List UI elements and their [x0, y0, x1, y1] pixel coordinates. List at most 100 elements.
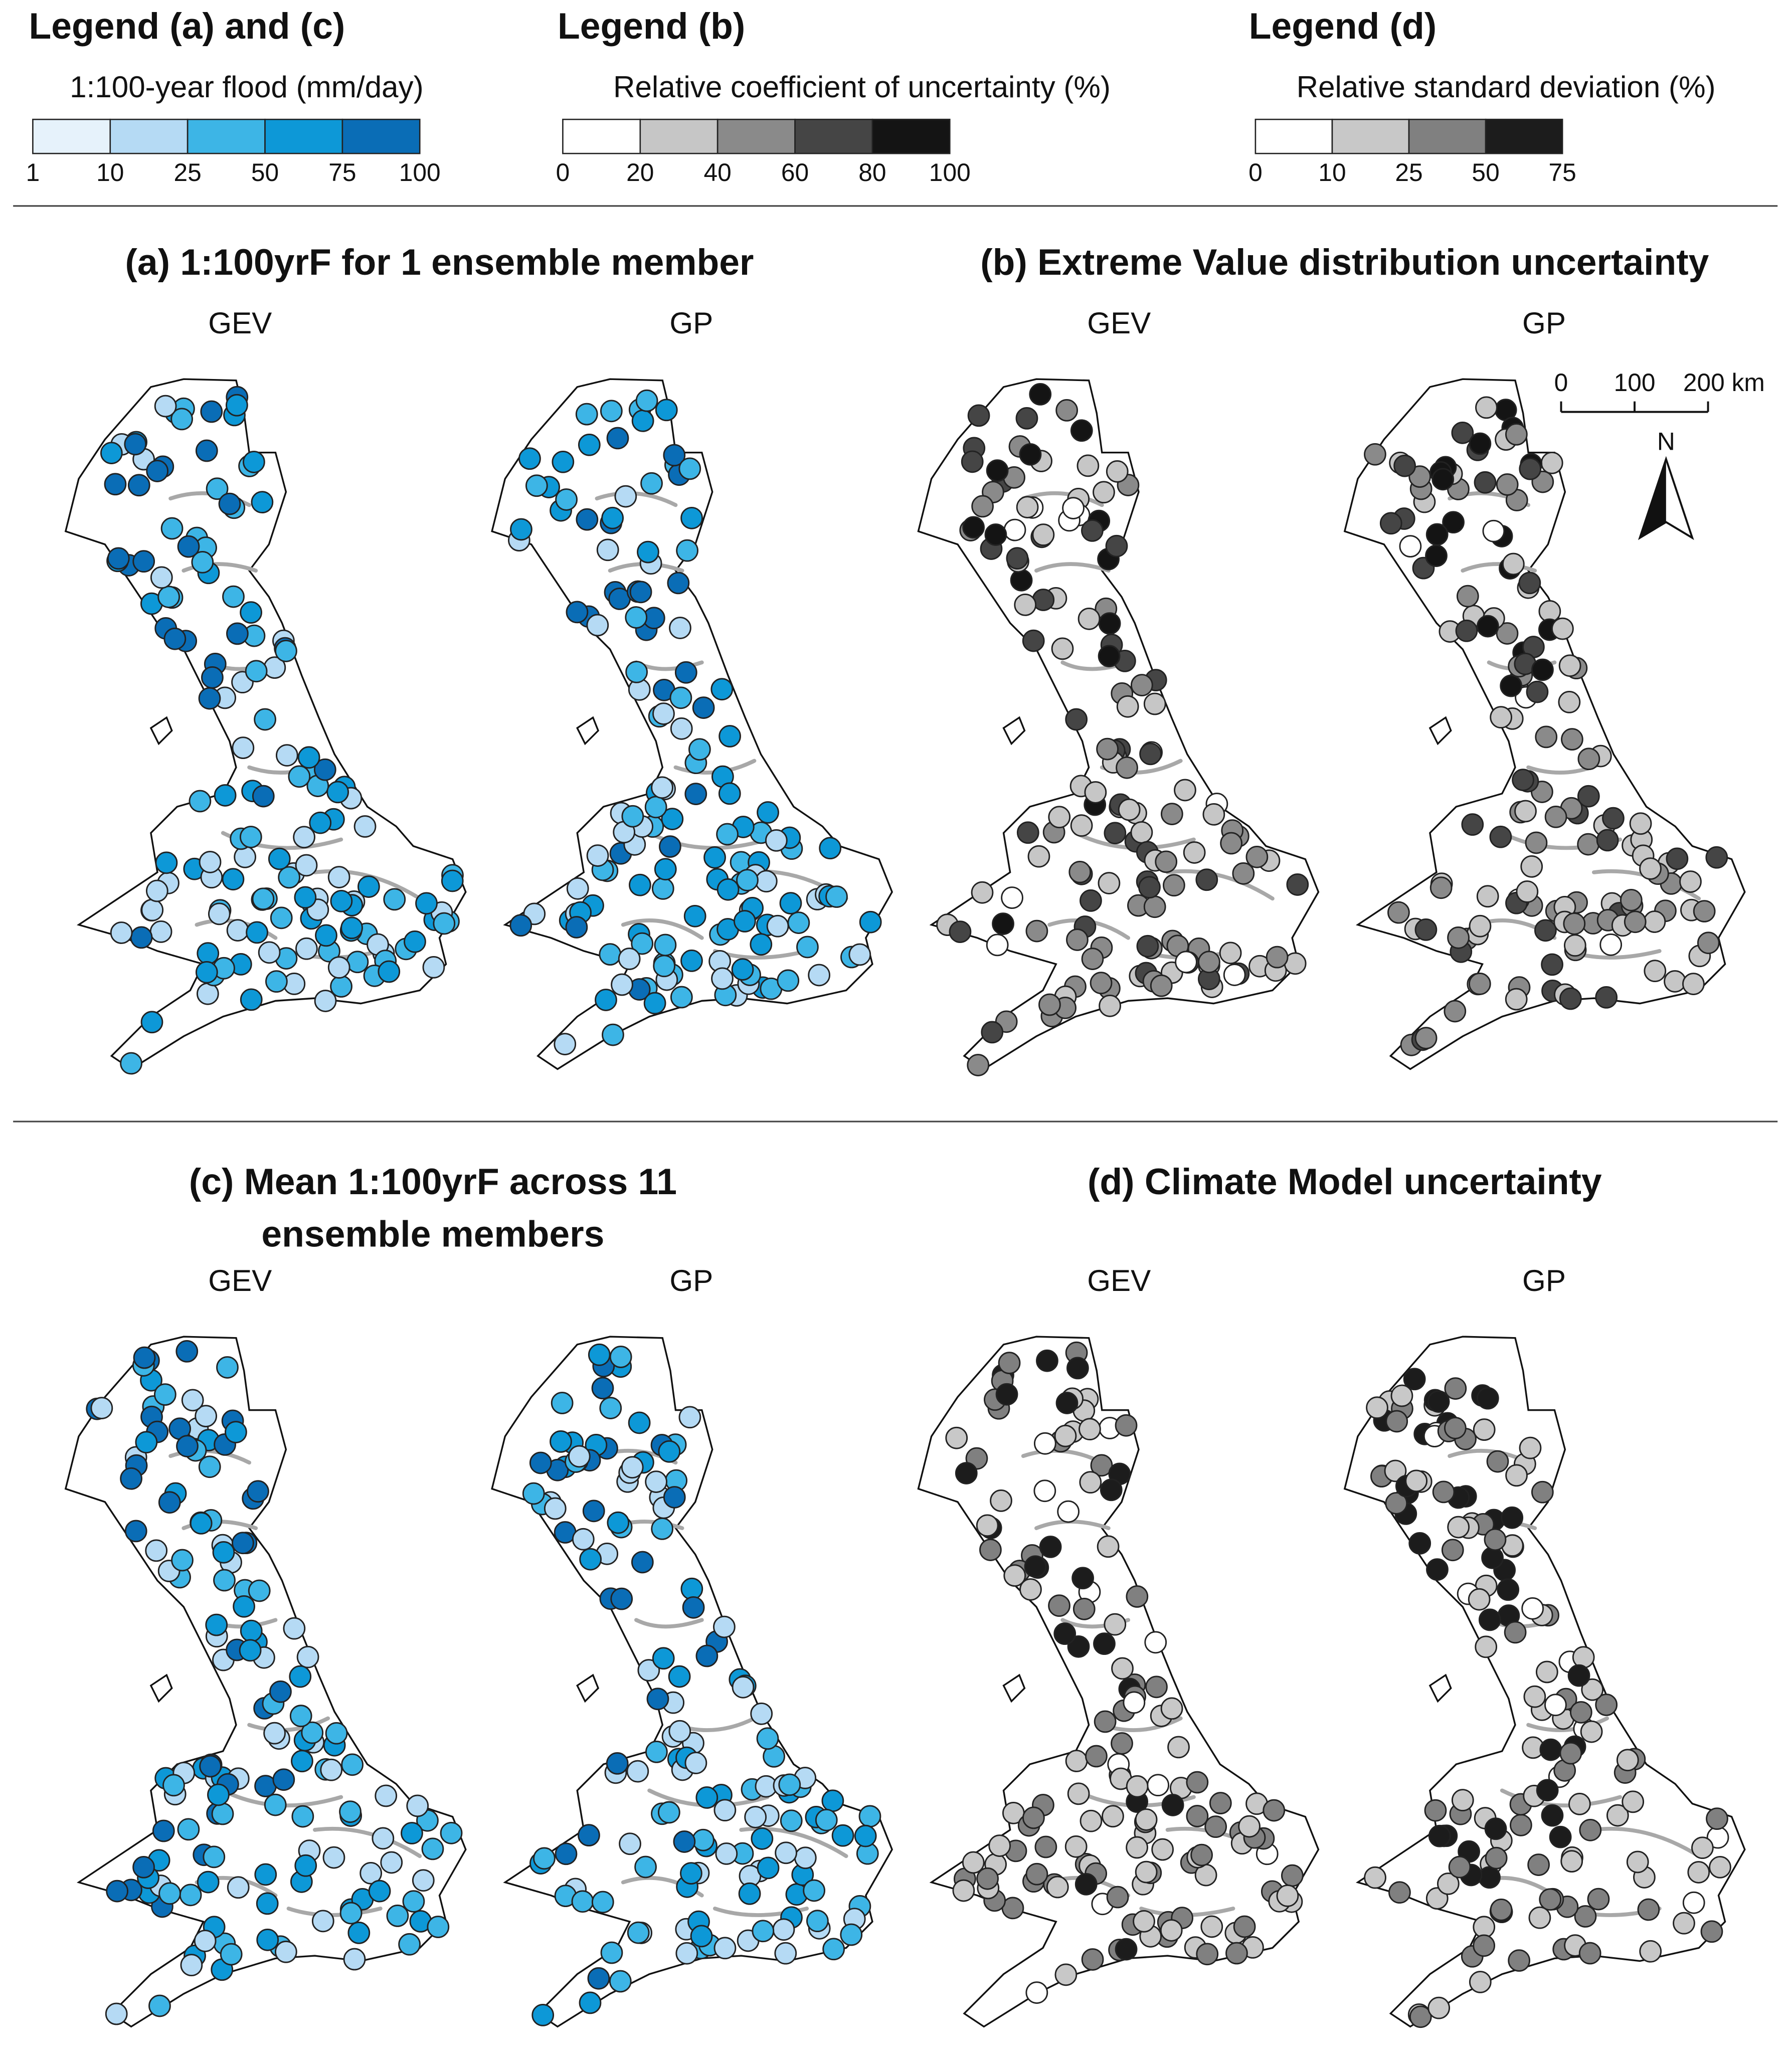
- legend-swatch: [1485, 118, 1563, 154]
- site: [652, 1647, 675, 1670]
- site: [1385, 1410, 1408, 1433]
- site: [232, 1532, 254, 1555]
- site: [684, 783, 707, 805]
- site: [1019, 443, 1042, 466]
- map-label: GEV: [1087, 306, 1151, 340]
- site: [301, 1721, 324, 1744]
- site: [635, 389, 658, 412]
- map-label: GP: [669, 306, 713, 340]
- site: [1559, 1742, 1582, 1765]
- site: [1147, 1774, 1170, 1797]
- site: [1561, 728, 1583, 751]
- site: [752, 1920, 775, 1943]
- site: [1220, 832, 1242, 855]
- site: [1510, 1814, 1532, 1836]
- north-label: N: [1657, 428, 1675, 456]
- site: [657, 1801, 680, 1824]
- site: [803, 1879, 825, 1902]
- site: [201, 666, 224, 689]
- site: [525, 474, 548, 497]
- site: [383, 888, 406, 911]
- site: [840, 1923, 863, 1946]
- site: [1085, 1745, 1108, 1768]
- site: [779, 892, 802, 915]
- site: [631, 932, 654, 955]
- site: [1496, 473, 1519, 496]
- site: [1441, 1539, 1464, 1562]
- site: [751, 1827, 774, 1850]
- site: [572, 1528, 595, 1551]
- site: [220, 1943, 243, 1966]
- coastline: [918, 1337, 1318, 2026]
- site: [674, 661, 697, 684]
- site: [1067, 1635, 1090, 1658]
- site: [1160, 1919, 1183, 1942]
- site: [1025, 1981, 1048, 2004]
- legend-tick-label: 25: [1395, 158, 1422, 186]
- site: [680, 950, 703, 972]
- map-label: GP: [1522, 306, 1566, 340]
- site: [610, 1587, 633, 1610]
- site: [1160, 1697, 1183, 1720]
- site: [1577, 747, 1600, 771]
- site: [120, 1467, 142, 1490]
- site: [1560, 1850, 1583, 1872]
- site: [1077, 454, 1100, 477]
- site: [1010, 569, 1033, 592]
- site: [222, 585, 245, 608]
- site: [1104, 822, 1127, 845]
- site: [684, 1752, 707, 1774]
- panel-title: ensemble members: [261, 1214, 604, 1255]
- site: [145, 879, 168, 902]
- site: [1505, 423, 1528, 446]
- site: [152, 1819, 175, 1842]
- site: [1408, 1532, 1431, 1555]
- site: [130, 926, 153, 949]
- site: [1048, 1594, 1070, 1617]
- site: [1219, 942, 1242, 965]
- site: [646, 1688, 669, 1711]
- site: [1223, 964, 1246, 986]
- site: [291, 1805, 314, 1828]
- site: [154, 395, 177, 418]
- site: [154, 1383, 176, 1406]
- site: [1447, 1516, 1470, 1539]
- site: [378, 960, 401, 983]
- site: [596, 538, 619, 561]
- site: [90, 1397, 113, 1419]
- site: [808, 964, 831, 987]
- site: [1403, 1368, 1426, 1391]
- site: [315, 924, 337, 947]
- legend-swatch: [1408, 118, 1487, 154]
- site: [1245, 845, 1269, 868]
- site: [1038, 993, 1061, 1016]
- site: [757, 1856, 780, 1880]
- site: [578, 433, 601, 456]
- site: [766, 914, 789, 938]
- site: [218, 492, 241, 515]
- legend-subtitle: 1:100-year flood (mm/day): [70, 70, 423, 104]
- map: [1345, 1337, 1745, 2027]
- site: [1620, 889, 1643, 911]
- site: [1135, 1808, 1158, 1831]
- site: [1461, 813, 1484, 836]
- site: [1444, 1417, 1467, 1439]
- site: [967, 1054, 990, 1076]
- site: [676, 539, 698, 562]
- site: [586, 844, 609, 867]
- site: [120, 1052, 142, 1075]
- site: [611, 973, 633, 996]
- site: [1478, 1608, 1501, 1631]
- site: [1587, 1888, 1610, 1911]
- site: [655, 399, 678, 422]
- site: [1408, 465, 1431, 488]
- site: [859, 910, 882, 933]
- site: [422, 956, 445, 979]
- legend-subtitle: Relative coefficient of uncertainty (%): [613, 70, 1111, 104]
- site: [1019, 1578, 1042, 1601]
- site: [531, 2004, 555, 2026]
- site: [269, 1680, 292, 1703]
- site: [976, 1514, 999, 1537]
- site: [661, 808, 684, 830]
